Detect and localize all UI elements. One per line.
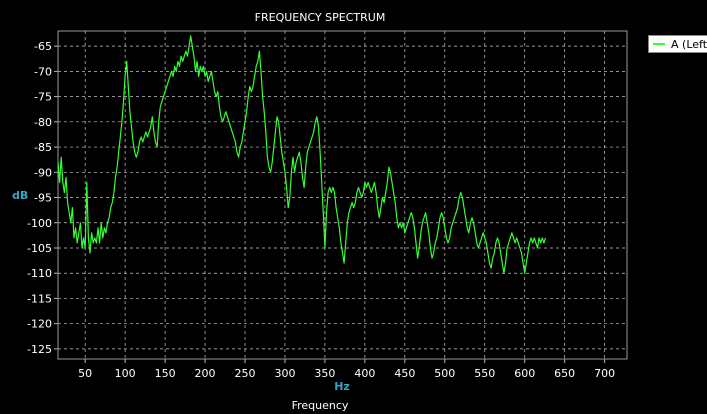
grid <box>58 31 627 359</box>
x-tick-label: 600 <box>514 367 535 380</box>
legend-entry: A (Left) <box>671 37 707 51</box>
y-axis-label: dB <box>12 189 28 202</box>
y-tick-label: -105 <box>27 242 52 255</box>
y-tick-label: -75 <box>34 91 52 104</box>
x-tick-label: 50 <box>78 367 92 380</box>
series-layer <box>57 35 547 274</box>
x-tick-label: 200 <box>195 367 216 380</box>
y-tick-label: -80 <box>34 116 52 129</box>
legend-swatch <box>653 43 665 45</box>
x-axis-units: Hz <box>334 380 350 393</box>
x-tick-label: 400 <box>354 367 375 380</box>
legend: A (Left) <box>648 35 707 53</box>
x-tick-label: 700 <box>594 367 615 380</box>
y-tick-label: -125 <box>27 343 52 356</box>
y-tick-label: -110 <box>27 267 52 280</box>
x-tick-label: 350 <box>314 367 335 380</box>
x-axis-footer: Frequency <box>292 399 349 412</box>
y-tick-label: -70 <box>34 65 52 78</box>
y-tick-label: -65 <box>34 40 52 53</box>
x-tick-label: 450 <box>394 367 415 380</box>
x-tick-label: 250 <box>235 367 256 380</box>
y-tick-label: -95 <box>34 192 52 205</box>
y-tick-label: -90 <box>34 166 52 179</box>
y-tick-label: -115 <box>27 292 52 305</box>
x-tick-label: 500 <box>434 367 455 380</box>
x-tick-label: 550 <box>474 367 495 380</box>
y-tick-label: -100 <box>27 217 52 230</box>
series-line <box>57 35 547 274</box>
x-tick-label: 100 <box>115 367 136 380</box>
y-tick-label: -85 <box>34 141 52 154</box>
x-tick-label: 150 <box>155 367 176 380</box>
x-tick-label: 650 <box>554 367 575 380</box>
y-tick-label: -120 <box>27 318 52 331</box>
x-axis-ticks: 50 100 150 200 250 300 350 400 450 500 550 600 650 70… <box>78 359 615 380</box>
x-tick-label: 300 <box>274 367 295 380</box>
plot-frame <box>57 30 628 360</box>
chart-title: FREQUENCY SPECTRUM <box>255 11 386 24</box>
y-axis-ticks: -65 -70 -75 -80 -85 -90 -95 -100 -105 -110 -115 -12… <box>27 40 58 356</box>
